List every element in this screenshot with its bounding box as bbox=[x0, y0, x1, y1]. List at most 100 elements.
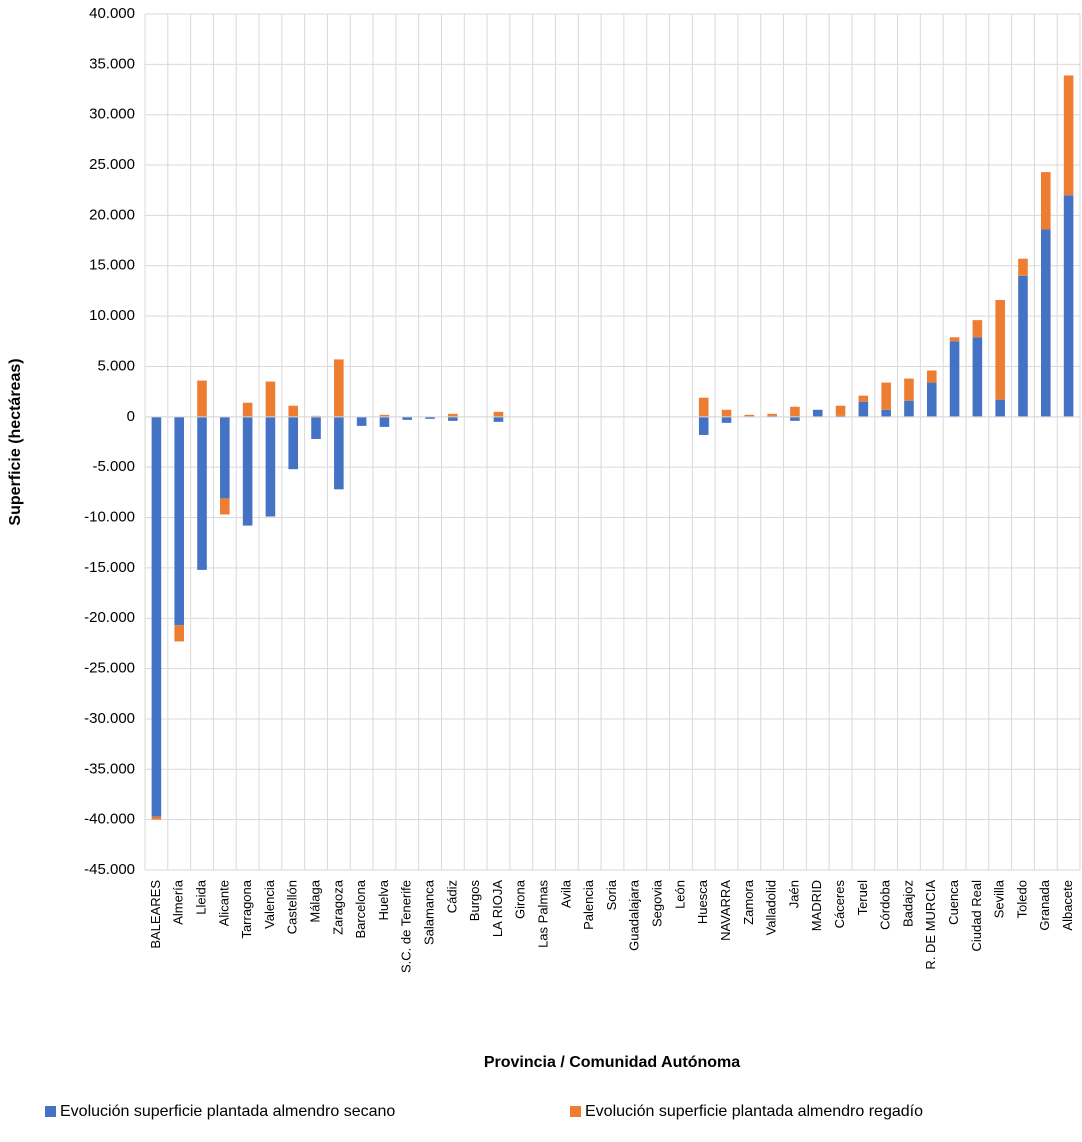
x-tick-label: Jaén bbox=[786, 880, 801, 908]
bar bbox=[881, 382, 891, 410]
bar bbox=[858, 401, 869, 417]
x-tick-label: NAVARRA bbox=[718, 880, 733, 941]
bar bbox=[174, 625, 184, 642]
bar bbox=[311, 416, 321, 439]
bar bbox=[220, 498, 230, 515]
bar bbox=[448, 413, 458, 417]
bar bbox=[334, 359, 344, 417]
bar bbox=[311, 415, 321, 417]
x-tick-label: S.C. de Tenerife bbox=[399, 880, 414, 973]
bar bbox=[1063, 75, 1074, 196]
bar bbox=[288, 405, 299, 417]
bar bbox=[242, 402, 253, 417]
y-tick-label: -10.000 bbox=[84, 508, 135, 525]
x-tick-label: Barcelona bbox=[353, 879, 368, 938]
x-tick-label: Valencia bbox=[262, 879, 277, 929]
bar bbox=[881, 409, 891, 417]
y-axis-title: Superficie (hectáreas) bbox=[7, 358, 24, 525]
x-tick-label: Córdoba bbox=[878, 879, 893, 930]
y-tick-label: -40.000 bbox=[84, 811, 135, 828]
bar bbox=[174, 416, 184, 626]
x-tick-label: Cáceres bbox=[832, 880, 847, 929]
bar bbox=[721, 416, 732, 423]
y-tick-label: -35.000 bbox=[84, 760, 135, 777]
y-tick-label: 25.000 bbox=[89, 156, 135, 173]
bar bbox=[242, 416, 253, 526]
x-tick-label: Avila bbox=[558, 879, 573, 908]
bar bbox=[356, 416, 367, 426]
bar bbox=[151, 816, 162, 820]
y-tick-label: -5.000 bbox=[92, 458, 135, 475]
x-tick-label: R. DE MURCIA bbox=[923, 880, 938, 970]
bar bbox=[744, 414, 755, 417]
bar bbox=[425, 416, 435, 419]
x-tick-label: Albacete bbox=[1060, 880, 1075, 931]
y-tick-label: -15.000 bbox=[84, 559, 135, 576]
bar bbox=[197, 416, 207, 570]
bar bbox=[858, 395, 869, 402]
bar bbox=[493, 416, 504, 422]
bar bbox=[926, 382, 937, 417]
x-tick-label: Zaragoza bbox=[330, 879, 345, 935]
x-tick-label: Las Palmas bbox=[536, 880, 551, 948]
bar bbox=[721, 409, 732, 417]
y-tick-label: 10.000 bbox=[89, 307, 135, 324]
x-tick-label: Girona bbox=[513, 879, 528, 919]
bar bbox=[790, 406, 800, 417]
x-tick-label: BALEARES bbox=[148, 880, 163, 949]
x-tick-label: Castellón bbox=[285, 880, 300, 934]
x-tick-label: Ciudad Real bbox=[969, 880, 984, 952]
x-tick-label: Palencia bbox=[581, 879, 596, 930]
bar bbox=[698, 397, 709, 417]
bar bbox=[1041, 172, 1051, 230]
x-tick-label: MADRID bbox=[809, 880, 824, 931]
x-tick-label: Valladolid bbox=[764, 880, 779, 935]
bar bbox=[1018, 275, 1028, 417]
bar bbox=[995, 300, 1005, 400]
bar bbox=[995, 399, 1005, 417]
x-tick-label: Granada bbox=[1037, 879, 1052, 930]
bar bbox=[220, 416, 230, 499]
y-tick-label: -25.000 bbox=[84, 660, 135, 677]
bar bbox=[288, 416, 299, 470]
bar bbox=[904, 378, 914, 401]
bar bbox=[265, 381, 276, 417]
x-tick-label: Almería bbox=[171, 879, 186, 925]
x-tick-label: Tarragona bbox=[239, 879, 254, 938]
y-tick-label: 35.000 bbox=[89, 55, 135, 72]
bar bbox=[334, 416, 344, 490]
x-tick-label: Málaga bbox=[307, 879, 322, 922]
x-tick-label: Soria bbox=[604, 879, 619, 910]
y-tick-label: 40.000 bbox=[89, 5, 135, 22]
x-tick-label: Teruel bbox=[855, 880, 870, 916]
bar bbox=[767, 413, 777, 416]
bar bbox=[835, 415, 846, 417]
x-tick-label: Burgos bbox=[467, 880, 482, 922]
bar bbox=[197, 380, 207, 417]
bar bbox=[835, 405, 846, 416]
legend-label: Evolución superficie plantada almendro r… bbox=[585, 1103, 923, 1120]
bar bbox=[972, 320, 983, 338]
x-tick-label: Segovia bbox=[650, 879, 665, 927]
x-tick-label: Huelva bbox=[376, 879, 391, 920]
x-tick-label: Lleida bbox=[193, 879, 208, 914]
x-tick-label: Sevilla bbox=[992, 879, 1007, 918]
y-tick-label: 5.000 bbox=[97, 357, 135, 374]
y-tick-label: -30.000 bbox=[84, 710, 135, 727]
x-tick-label: Salamanca bbox=[421, 879, 436, 945]
bar bbox=[265, 416, 276, 517]
bar bbox=[949, 341, 960, 417]
y-tick-label: 30.000 bbox=[89, 106, 135, 123]
x-tick-label: Badajoz bbox=[900, 880, 915, 927]
bar bbox=[698, 416, 709, 435]
bar bbox=[379, 416, 390, 427]
bar bbox=[402, 416, 413, 420]
x-tick-label: Cádiz bbox=[444, 880, 459, 913]
bar bbox=[1063, 195, 1074, 417]
x-tick-label: Toledo bbox=[1014, 880, 1029, 918]
bar bbox=[926, 370, 937, 383]
x-tick-label: León bbox=[672, 880, 687, 909]
y-tick-label: 15.000 bbox=[89, 257, 135, 274]
y-tick-label: -45.000 bbox=[84, 861, 135, 878]
